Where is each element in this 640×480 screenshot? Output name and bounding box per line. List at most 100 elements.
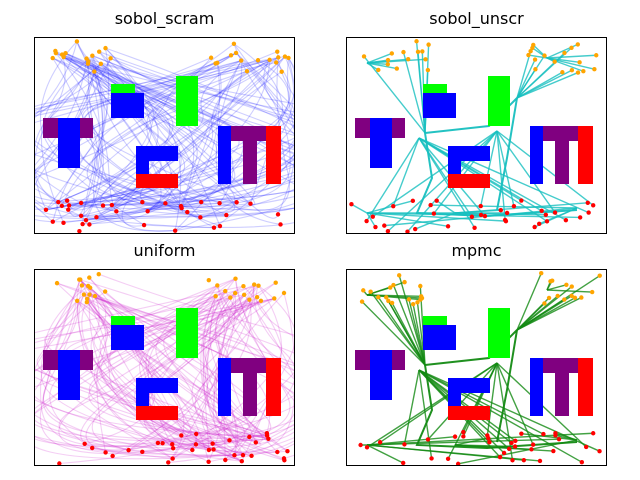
obstacle-m-middle — [243, 126, 257, 184]
goal-point — [163, 201, 168, 206]
robot-path — [418, 137, 473, 218]
start-point — [241, 292, 247, 298]
goal-point — [80, 221, 85, 227]
robot-path — [418, 369, 433, 459]
robot-path — [172, 285, 294, 460]
robot-path — [81, 63, 294, 204]
robot-path — [82, 48, 110, 225]
obstacle-small-green — [423, 316, 447, 326]
robot-path — [63, 297, 275, 456]
robot-path — [546, 284, 567, 291]
start-point — [53, 50, 59, 56]
robot-path — [147, 43, 284, 212]
robot-path — [78, 294, 230, 441]
robot-path — [79, 279, 156, 445]
goal-point — [234, 200, 239, 205]
goal-point — [370, 214, 375, 219]
robot-path — [85, 43, 294, 221]
robot-path — [85, 63, 104, 221]
robot-path — [61, 57, 279, 207]
robot-path — [80, 71, 104, 217]
robot-path — [418, 137, 567, 221]
goal-point — [166, 460, 171, 465]
robot-path — [35, 59, 270, 206]
start-point — [279, 69, 284, 74]
goal-point — [77, 228, 82, 233]
start-point — [81, 292, 87, 297]
start-points — [361, 39, 599, 75]
start-point — [255, 58, 261, 63]
obstacle-c-bottom — [448, 406, 490, 420]
start-point — [215, 283, 220, 288]
robot-path — [35, 58, 215, 229]
robot-path — [142, 290, 291, 453]
robot-path — [58, 298, 275, 445]
robot-path — [213, 59, 294, 229]
start-point — [385, 62, 391, 67]
obstacle-green-bar — [488, 76, 510, 126]
start-point — [213, 293, 218, 299]
goal-point — [497, 454, 503, 460]
start-point — [410, 301, 416, 307]
start-point — [276, 55, 281, 60]
goal-point — [590, 431, 596, 436]
start-point — [254, 294, 260, 300]
robot-path — [534, 207, 578, 228]
robot-path — [96, 70, 248, 218]
start-point — [368, 289, 373, 294]
robot-path — [403, 369, 420, 445]
robot-path — [52, 41, 171, 223]
robot-path — [418, 369, 583, 463]
robot-path — [224, 285, 294, 461]
start-point — [223, 288, 228, 294]
goal-point — [57, 461, 62, 465]
robot-path — [93, 71, 237, 203]
goal-point — [266, 436, 271, 441]
robot-path — [219, 57, 290, 211]
robot-path — [366, 137, 420, 222]
goal-points — [358, 429, 602, 465]
obstacles — [355, 308, 593, 420]
start-point — [92, 69, 97, 74]
robot-path — [366, 62, 379, 71]
start-point — [84, 296, 90, 301]
start-point — [208, 55, 214, 60]
robot-path — [61, 53, 234, 204]
goal-point — [579, 459, 585, 465]
robot-path — [76, 300, 109, 453]
robot-path — [82, 51, 294, 225]
robot-path — [40, 285, 197, 447]
goal-point — [519, 198, 524, 203]
obstacle-c-side — [448, 378, 461, 408]
robot-path — [516, 68, 536, 99]
robot-path — [277, 57, 294, 215]
goal-point — [455, 461, 461, 465]
robot-path — [174, 43, 294, 232]
start-point — [376, 294, 381, 300]
start-point — [426, 42, 431, 47]
robot-path — [546, 54, 597, 59]
goal-point — [537, 458, 543, 464]
robot-path — [215, 60, 281, 225]
start-point — [85, 61, 91, 66]
obstacle-c-side — [448, 146, 461, 176]
start-point — [425, 67, 431, 73]
robot-path — [55, 52, 145, 227]
start-point — [102, 289, 108, 294]
obstacle-m-right — [578, 358, 593, 416]
robot-path — [81, 60, 242, 207]
goal-point — [103, 450, 108, 455]
robot-path — [35, 279, 230, 442]
goal-point — [429, 456, 434, 461]
start-point — [560, 70, 565, 75]
subplot-title: uniform — [133, 241, 196, 260]
robot-path — [44, 294, 269, 440]
goal-point — [211, 447, 216, 452]
start-point — [389, 51, 395, 56]
goal-point — [43, 207, 49, 213]
goal-point — [486, 435, 491, 441]
robot-path — [86, 298, 294, 463]
goal-point — [145, 208, 150, 214]
robot-path — [58, 56, 231, 203]
start-point — [74, 39, 80, 44]
